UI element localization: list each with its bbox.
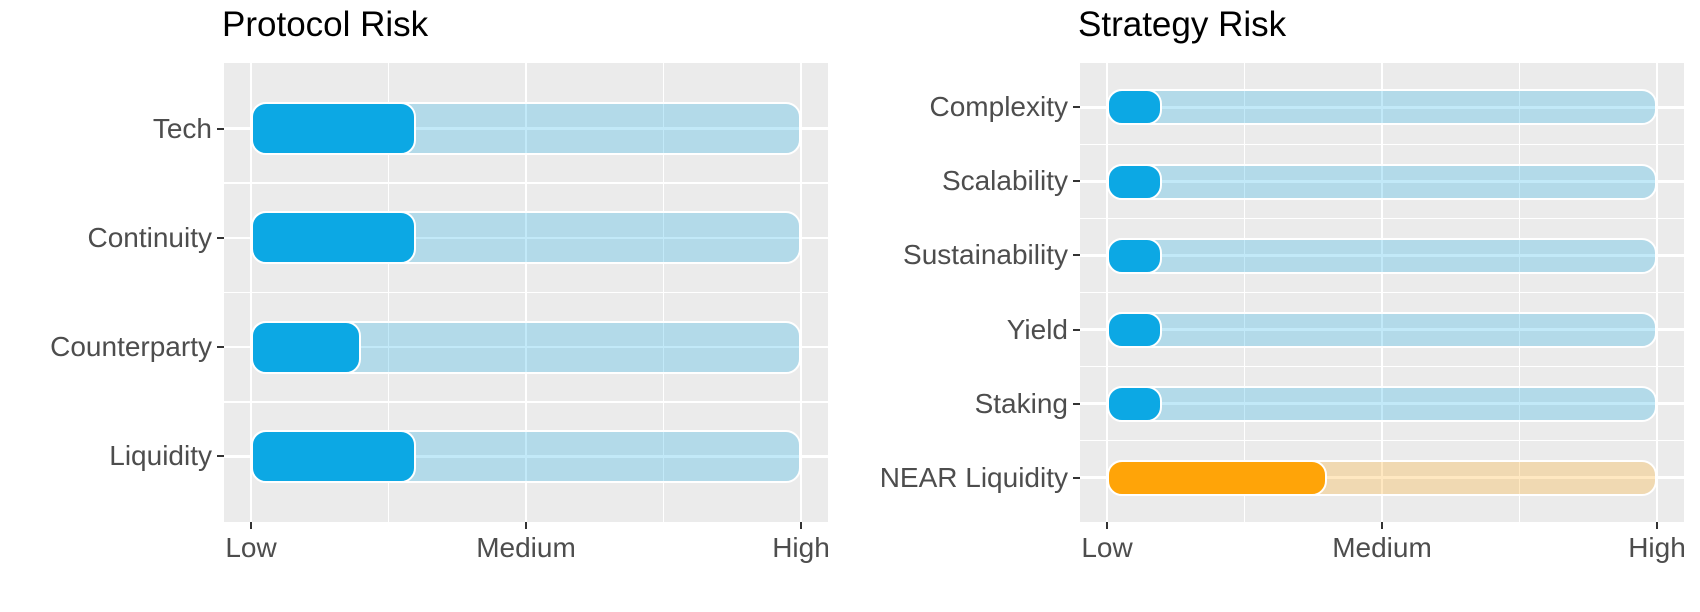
y-axis-tick xyxy=(1073,476,1080,479)
y-axis-category-label: Complexity xyxy=(929,91,1068,123)
gridline-horizontal-minor xyxy=(224,401,828,403)
plot-area: Tech Continuity Counterparty Liquidity Low Me… xyxy=(50,63,830,563)
y-axis-category-label: Sustainability xyxy=(903,239,1068,271)
gridline-horizontal-major xyxy=(224,236,828,240)
y-axis-category-label: Scalability xyxy=(941,165,1068,197)
bar-track xyxy=(1107,89,1657,126)
x-axis-tick-label: Low xyxy=(1081,532,1133,563)
y-axis-tick xyxy=(1073,402,1080,405)
chart-title: Protocol Risk xyxy=(222,5,429,44)
chart-title: Strategy Risk xyxy=(1078,5,1287,44)
gridline-horizontal-minor xyxy=(1080,365,1684,368)
y-axis-tick xyxy=(217,455,224,458)
bar-fill xyxy=(1107,237,1162,274)
bar-track xyxy=(1107,163,1657,200)
x-axis-tick xyxy=(525,522,527,529)
bar-fill xyxy=(251,102,416,156)
y-axis-tick xyxy=(217,236,224,239)
gridline-horizontal-major xyxy=(1080,106,1684,109)
y-axis-tick xyxy=(1073,180,1080,183)
y-axis-category-label: Liquidity xyxy=(109,440,212,472)
x-axis-tick xyxy=(1381,522,1383,529)
x-axis-tick xyxy=(250,522,252,529)
y-axis-category-label: Staking xyxy=(974,387,1068,419)
gridline-horizontal-major xyxy=(1080,476,1684,479)
bar-fill xyxy=(1107,163,1162,200)
bar-fill xyxy=(1107,459,1327,496)
gridline-horizontal-major xyxy=(1080,328,1684,331)
chart-panel xyxy=(224,63,828,522)
y-axis-category-label: Continuity xyxy=(87,221,212,253)
chart-panel xyxy=(1080,63,1684,522)
y-axis-tick xyxy=(1073,254,1080,257)
x-axis-tick-label: Medium xyxy=(1332,532,1432,563)
y-axis-category-label: Yield xyxy=(1006,313,1068,345)
protocol-risk-chart: Protocol Risk Tech Continuity Counterparty… xyxy=(50,5,830,563)
x-axis-tick xyxy=(800,522,802,529)
bar-track xyxy=(1107,311,1657,348)
gridline-horizontal-minor xyxy=(1080,143,1684,146)
y-axis-tick xyxy=(1073,328,1080,331)
bar-fill xyxy=(1107,89,1162,126)
x-axis-tick-label: Low xyxy=(225,532,277,563)
gridline-horizontal-minor xyxy=(224,291,828,294)
bar-fill xyxy=(1107,385,1162,422)
gridline-horizontal-major xyxy=(224,345,828,349)
bar-track xyxy=(1107,237,1657,274)
gridline-horizontal-major xyxy=(224,127,828,130)
x-axis-tick-label: High xyxy=(772,532,830,563)
gridline-horizontal-major xyxy=(1080,254,1684,257)
y-axis-tick xyxy=(217,127,224,130)
y-axis-category-label: NEAR Liquidity xyxy=(879,461,1068,493)
y-axis-category-label: Counterparty xyxy=(50,331,212,363)
gridline-horizontal-minor xyxy=(224,182,828,184)
gridline-horizontal-major xyxy=(1080,180,1684,183)
y-axis-category-label: Tech xyxy=(152,112,212,144)
gridline-horizontal-minor xyxy=(1080,439,1684,442)
x-axis-tick-label: High xyxy=(1628,532,1686,563)
y-axis-tick xyxy=(1073,106,1080,109)
strategy-risk-chart: Strategy Risk Complexity Scalability Susta… xyxy=(850,0,1700,612)
bar-fill xyxy=(251,211,416,265)
bar-fill xyxy=(1107,311,1162,348)
x-axis-tick-label: Medium xyxy=(476,532,576,563)
x-axis-tick xyxy=(1656,522,1658,529)
gridline-horizontal-major xyxy=(1080,402,1684,405)
bar-track xyxy=(1107,385,1657,422)
plot-area: Complexity Scalability Sustainability Yield… xyxy=(850,0,1700,612)
bar-fill xyxy=(251,429,416,483)
x-axis-tick xyxy=(1106,522,1108,529)
y-axis-tick xyxy=(217,346,224,349)
gridline-horizontal-minor xyxy=(1080,217,1684,220)
gridline-horizontal-major xyxy=(224,455,828,458)
bar-fill xyxy=(251,320,361,374)
gridline-horizontal-minor xyxy=(1080,291,1684,294)
